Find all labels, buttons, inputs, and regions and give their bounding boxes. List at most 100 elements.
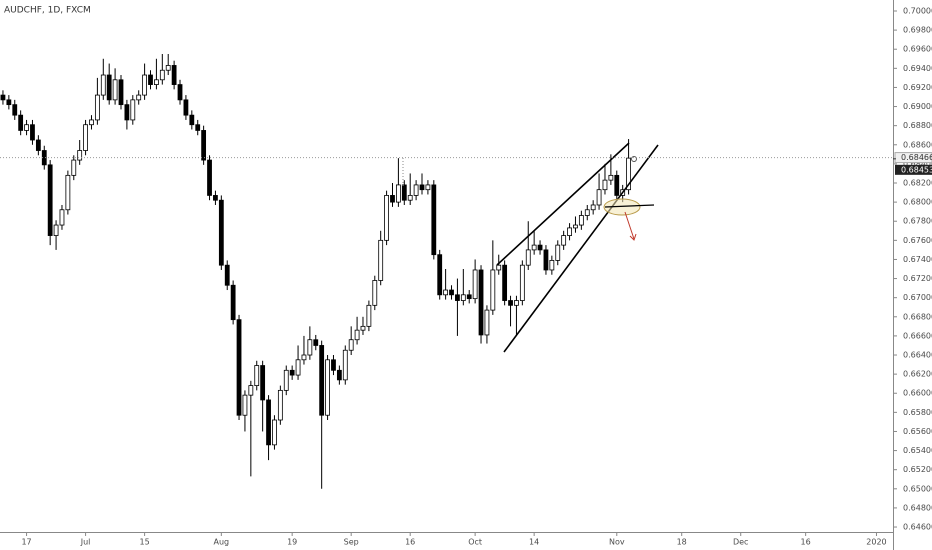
candle-body-up	[413, 184, 419, 196]
candle-body-down	[6, 99, 12, 106]
candle-body-up	[248, 385, 254, 396]
candle-body-down	[336, 369, 342, 381]
x-tick-label: 14	[529, 538, 539, 547]
x-tick-label: Dec	[733, 538, 748, 547]
candle-body-up	[348, 339, 354, 351]
candle-body-up	[59, 209, 65, 226]
candle-body-down	[236, 319, 242, 416]
candle-body-up	[325, 359, 330, 416]
last-price-label: 0.68453	[901, 165, 932, 174]
candle-body-down	[183, 99, 189, 116]
x-tick-label: 19	[287, 538, 297, 547]
candle-body-up	[94, 94, 100, 121]
candle-body-down	[508, 300, 513, 306]
candle-body-down	[148, 74, 153, 85]
candle-body-up	[136, 94, 142, 101]
candle-body-down	[177, 84, 183, 101]
x-tick-label: Oct	[468, 538, 482, 547]
y-tick-label: 0.70000	[903, 6, 932, 15]
candle-body-up	[561, 235, 567, 246]
last-price-tag	[895, 164, 932, 175]
x-tick-label: 16	[405, 538, 415, 547]
wedge-upper-trendline	[496, 142, 630, 266]
candle-body-up	[295, 359, 301, 376]
chart-title: AUDCHF, 1D, FXCM	[4, 6, 91, 16]
x-tick-label: 17	[21, 538, 31, 547]
candle-body-down	[195, 124, 201, 131]
candle-body-down	[260, 365, 266, 401]
candle-body-up	[142, 74, 148, 96]
wedge-lower-trendline	[503, 144, 659, 353]
candle-body-up	[272, 419, 277, 446]
drawings	[402, 142, 659, 353]
candle-body-up	[165, 65, 171, 71]
candle-body-down	[218, 199, 224, 266]
candle-body-up	[89, 119, 94, 126]
candle-body-up	[525, 249, 531, 266]
candle-body-up	[342, 349, 348, 381]
candle-body-up	[77, 150, 83, 161]
x-tick-label: 2020	[866, 538, 886, 547]
candle-body-up	[602, 179, 608, 191]
candle-body-down	[0, 94, 6, 101]
candle-body-up	[277, 389, 283, 421]
candle-body-down	[266, 399, 271, 446]
candle-body-down	[543, 249, 549, 271]
candle-body-down	[35, 139, 41, 151]
x-tick-label: Nov	[609, 538, 625, 547]
candle-body-up	[242, 394, 248, 416]
candle-body-up	[378, 239, 384, 281]
x-tick-label: Sep	[344, 538, 359, 547]
candle-body-up	[24, 124, 29, 131]
candle-body-down	[124, 104, 130, 121]
candle-body-up	[590, 204, 596, 211]
candle-body-up	[159, 69, 165, 81]
candle-body-up	[407, 195, 413, 201]
candle-body-down	[207, 159, 212, 196]
candle-body-down	[189, 114, 195, 126]
candle-body-up	[490, 269, 496, 311]
candle-body-up	[65, 174, 71, 211]
candle-body-up	[53, 224, 59, 236]
candle-body-up	[354, 329, 360, 341]
candle-body-up	[372, 280, 378, 306]
candle-body-up	[484, 309, 490, 336]
candle-body-up	[573, 224, 578, 229]
highlight-ellipse	[603, 198, 641, 216]
candle-body-up	[596, 189, 602, 206]
candle-body-up	[100, 74, 106, 96]
candle-body-down	[502, 264, 508, 301]
candle-body-up	[443, 289, 449, 296]
candle-body-up	[549, 260, 555, 271]
down-arrow	[624, 211, 635, 240]
candle-body-up	[384, 195, 389, 241]
candle-body-down	[289, 369, 295, 376]
candle-body-down	[313, 339, 319, 346]
candle-body-up	[301, 354, 307, 361]
candle-body-down	[213, 195, 218, 201]
candle-body-down	[18, 114, 24, 131]
